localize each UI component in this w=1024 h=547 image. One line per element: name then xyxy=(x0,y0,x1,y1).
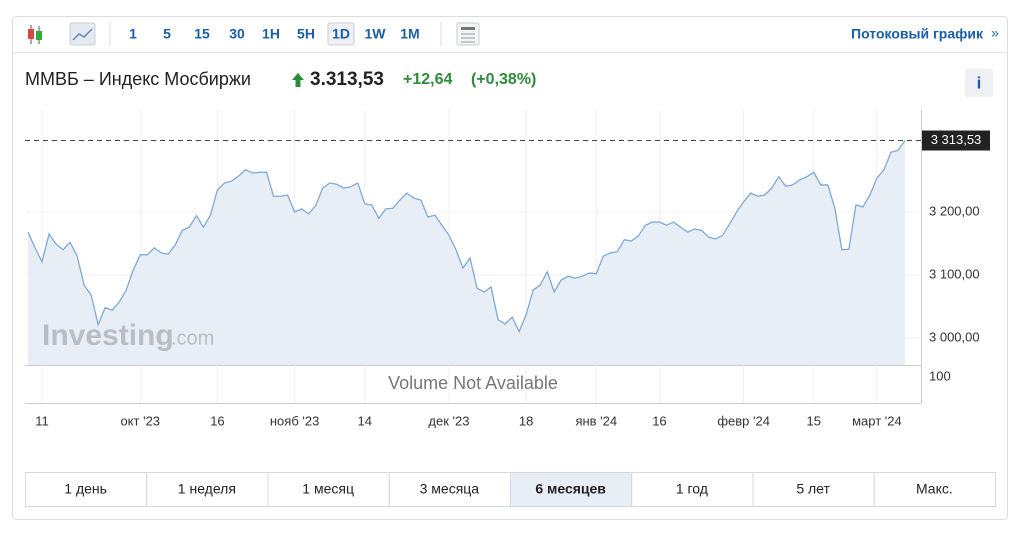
x-tick-label: 14 xyxy=(358,413,372,428)
range-label[interactable]: 5 лет xyxy=(796,481,830,497)
y-tick-label: 3 000,00 xyxy=(929,329,980,344)
interval-button[interactable]: 30 xyxy=(229,26,245,42)
price-line xyxy=(27,140,906,334)
x-tick-label: март '24 xyxy=(852,413,902,428)
interval-button[interactable]: 5 xyxy=(163,26,171,42)
change-percent: (+0,38%) xyxy=(471,71,536,88)
x-tick-label: 18 xyxy=(519,413,533,428)
interval-active[interactable] xyxy=(327,22,355,46)
up-arrow xyxy=(292,73,304,87)
range-button[interactable] xyxy=(510,472,633,507)
info-button[interactable] xyxy=(965,69,993,97)
x-tick-label: дек '23 xyxy=(428,413,469,428)
range-label[interactable]: 1 год xyxy=(676,481,708,497)
range-label[interactable]: 1 неделя xyxy=(178,481,236,497)
interval-button[interactable]: 5H xyxy=(297,26,315,42)
interval-button[interactable]: 1H xyxy=(262,26,280,42)
range-label[interactable]: 1 день xyxy=(64,481,107,497)
change: +12,64 xyxy=(403,71,452,88)
price: 3.313,53 xyxy=(310,69,384,90)
x-tick-label: 11 xyxy=(35,413,49,428)
y-tick-label: 3 200,00 xyxy=(929,203,980,218)
y-tick-label: 3 100,00 xyxy=(929,266,980,281)
x-tick-label: нояб '23 xyxy=(270,413,319,428)
x-tick-label: янв '24 xyxy=(575,413,617,428)
range-label[interactable]: 6 месяцев xyxy=(535,481,606,497)
range-label[interactable]: 3 месяца xyxy=(420,481,480,497)
x-tick-label: февр '24 xyxy=(717,413,770,428)
volume-note: Volume Not Available xyxy=(388,373,558,393)
range-label[interactable]: 1 месяц xyxy=(302,481,354,497)
x-tick-label: 15 xyxy=(807,413,821,428)
interval-button[interactable]: 1 xyxy=(129,26,137,42)
instrument-name: ММВБ – Индекс Мосбиржи xyxy=(25,69,251,89)
watermark-brand: Investing xyxy=(42,319,174,352)
last-price-tag xyxy=(922,130,990,151)
range-button[interactable] xyxy=(267,472,390,507)
x-tick-label: 16 xyxy=(652,413,666,428)
interval-button[interactable]: 15 xyxy=(194,26,210,42)
x-tick-label: 16 xyxy=(210,413,224,428)
interval-button[interactable]: 1M xyxy=(400,26,419,42)
watermark-suffix: .com xyxy=(171,327,214,349)
range-button[interactable] xyxy=(752,472,875,507)
candle-icon[interactable] xyxy=(28,25,42,44)
line-icon[interactable] xyxy=(69,22,96,46)
info-icon[interactable]: i xyxy=(977,73,982,92)
more-arrow[interactable]: » xyxy=(991,25,999,41)
range-button[interactable] xyxy=(388,472,511,507)
interval-button[interactable]: 1W xyxy=(365,26,387,42)
range-button[interactable] xyxy=(146,472,269,507)
volume-tick: 100 xyxy=(929,368,951,383)
interval-button[interactable]: 1D xyxy=(332,26,350,42)
last-price-label: 3 313,53 xyxy=(931,132,982,147)
x-tick-label: окт '23 xyxy=(120,413,160,428)
frame xyxy=(12,16,1008,520)
range-button[interactable] xyxy=(25,472,148,507)
news-icon[interactable] xyxy=(456,22,480,46)
range-label[interactable]: Макс. xyxy=(916,481,953,497)
area xyxy=(28,140,905,365)
streaming-link[interactable]: Потоковый график xyxy=(851,26,984,42)
range-button[interactable] xyxy=(631,472,754,507)
range-button[interactable] xyxy=(873,472,996,507)
